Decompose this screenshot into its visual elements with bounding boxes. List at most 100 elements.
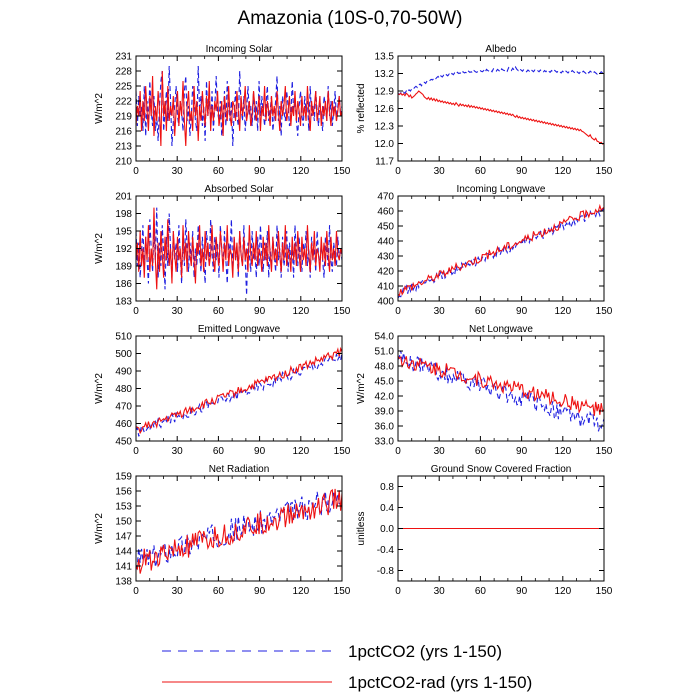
x-tick-label: 90 [516, 586, 528, 597]
series-line-pctco2 [136, 352, 342, 437]
y-tick-label: 410 [377, 282, 394, 293]
y-tick-label: 195 [115, 227, 132, 238]
x-tick-label: 30 [434, 306, 446, 317]
x-tick-label: 120 [554, 166, 571, 177]
y-tick-label: 51.0 [375, 347, 395, 358]
panel-4: 0 30 60 90 120 150 450 460 470 480 490 500 510 Emitte… [94, 324, 351, 457]
x-tick-label: 60 [213, 306, 225, 317]
series-line-pctco2-rad [398, 355, 604, 416]
y-tick-label: 500 [115, 349, 132, 360]
x-tick-label: 150 [334, 586, 351, 597]
x-tick-label: 0 [395, 586, 401, 597]
y-tick-label: 192 [115, 244, 132, 255]
panel-title: Net Longwave [469, 324, 533, 335]
series-line-pctco2 [136, 491, 342, 571]
x-tick-label: 120 [292, 586, 309, 597]
x-tick-label: 0 [395, 446, 401, 457]
y-tick-label: 460 [377, 207, 394, 218]
x-tick-label: 60 [213, 446, 225, 457]
panel-7: 0 30 60 90 120 150 -0.8 -0.4 0.0 0.4 0.8 Ground Sno… [356, 464, 613, 597]
y-tick-label: 450 [377, 222, 394, 233]
x-tick-label: 90 [254, 446, 266, 457]
x-tick-label: 30 [172, 306, 184, 317]
y-tick-label: 470 [115, 402, 132, 413]
x-tick-label: 60 [475, 306, 487, 317]
x-tick-label: 30 [172, 586, 184, 597]
y-tick-label: 39.0 [375, 407, 395, 418]
y-tick-label: 0.0 [380, 524, 394, 535]
x-tick-label: 30 [434, 586, 446, 597]
y-tick-label: 144 [115, 547, 132, 558]
y-tick-label: 216 [115, 127, 132, 138]
x-tick-label: 60 [213, 166, 225, 177]
y-tick-label: 222 [115, 97, 132, 108]
y-tick-label: 45.0 [375, 377, 395, 388]
y-tick-label: 153 [115, 502, 132, 513]
y-tick-label: 141 [115, 562, 132, 573]
x-tick-label: 120 [292, 166, 309, 177]
y-tick-label: 213 [115, 142, 132, 153]
series-line-pctco2 [398, 207, 604, 299]
x-tick-label: 120 [554, 586, 571, 597]
panel-title: Net Radiation [209, 464, 270, 475]
x-tick-label: 30 [172, 446, 184, 457]
panel-title: Incoming Longwave [457, 184, 546, 195]
panel-title: Albedo [485, 44, 517, 55]
series-line-pctco2-rad [136, 346, 342, 435]
x-tick-label: 90 [516, 446, 528, 457]
y-tick-label: 150 [115, 517, 132, 528]
y-tick-label: 12.3 [375, 122, 395, 133]
panel-2: 0 30 60 90 120 150 183 186 189 192 195 198 201 Absorb… [94, 184, 351, 317]
y-tick-label: 36.0 [375, 422, 395, 433]
panel-1: 0 30 60 90 120 150 11.7 12.0 12.3 12.6 12.9 13.2 13.… [356, 44, 613, 177]
y-tick-label: 510 [115, 332, 132, 343]
y-tick-label: 440 [377, 237, 394, 248]
x-tick-label: 120 [554, 446, 571, 457]
x-tick-label: 0 [395, 166, 401, 177]
series-line-pctco2 [136, 65, 342, 147]
y-tick-label: 490 [115, 367, 132, 378]
y-tick-label: 225 [115, 82, 132, 93]
x-tick-label: 150 [334, 166, 351, 177]
x-tick-label: 90 [516, 166, 528, 177]
y-tick-label: 189 [115, 262, 132, 273]
x-tick-label: 120 [292, 446, 309, 457]
x-tick-label: 0 [133, 166, 139, 177]
y-tick-label: 54.0 [375, 332, 395, 343]
y-tick-label: 159 [115, 472, 132, 483]
y-axis-label: W/m^2 [356, 373, 367, 404]
figure-title: Amazonia (10S-0,70-50W) [237, 8, 463, 29]
x-tick-label: 90 [516, 306, 528, 317]
series-line-pctco2-rad [398, 90, 604, 145]
y-tick-label: 33.0 [375, 437, 395, 448]
y-axis-label: unitless [356, 512, 367, 546]
panel-title: Ground Snow Covered Fraction [431, 464, 572, 475]
x-tick-label: 0 [133, 586, 139, 597]
x-tick-label: 120 [292, 306, 309, 317]
y-tick-label: 42.0 [375, 392, 395, 403]
x-tick-label: 60 [213, 586, 225, 597]
x-tick-label: 150 [334, 306, 351, 317]
x-tick-label: 150 [596, 306, 613, 317]
series-line-pctco2 [398, 65, 604, 96]
y-tick-label: 201 [115, 192, 132, 203]
y-tick-label: 13.2 [375, 69, 395, 80]
y-tick-label: 0.4 [380, 503, 394, 514]
y-tick-label: 450 [115, 437, 132, 448]
x-tick-label: 60 [475, 446, 487, 457]
panel-0: 0 30 60 90 120 150 210 213 216 219 222 225 228 231 Inc… [94, 44, 351, 177]
x-tick-label: 30 [172, 166, 184, 177]
y-axis-label: % reflected [356, 83, 367, 133]
y-tick-label: 12.0 [375, 139, 395, 150]
x-tick-label: 0 [133, 306, 139, 317]
y-tick-label: 12.9 [375, 87, 395, 98]
x-tick-label: 150 [334, 446, 351, 457]
x-tick-label: 30 [434, 446, 446, 457]
panel-title: Incoming Solar [206, 44, 273, 55]
y-tick-label: 470 [377, 192, 394, 203]
y-tick-label: 138 [115, 577, 132, 588]
y-tick-label: -0.4 [377, 545, 395, 556]
panel-title: Absorbed Solar [205, 184, 275, 195]
plot-frame [397, 335, 605, 442]
series-line-pctco2 [398, 350, 604, 432]
